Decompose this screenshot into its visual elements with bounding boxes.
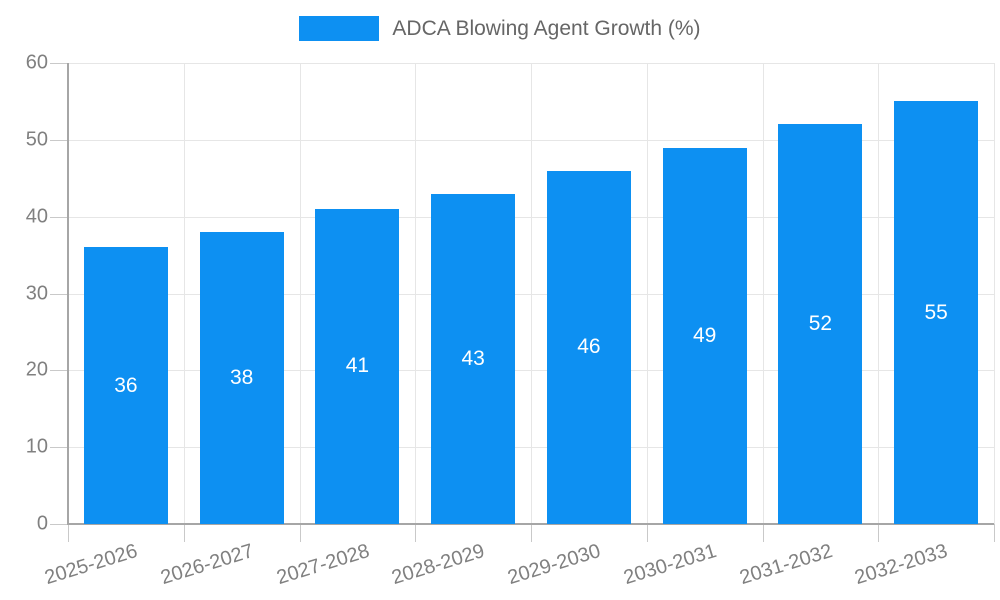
x-tick-label: 2029-2030	[505, 540, 604, 590]
y-tick-label: 10	[25, 435, 48, 458]
bar-value-label: 52	[808, 312, 833, 336]
x-tick	[299, 524, 301, 542]
x-gridline	[415, 63, 417, 524]
bar[interactable]	[83, 247, 168, 524]
y-tick	[50, 216, 68, 218]
bar-value-label: 49	[692, 323, 717, 347]
x-gridline	[531, 63, 532, 524]
x-gridline	[762, 63, 764, 524]
x-tick	[183, 524, 185, 542]
y-tick-label: 50	[25, 128, 48, 151]
y-axis-line	[67, 63, 69, 525]
bar[interactable]	[778, 124, 863, 524]
x-tick-label: 2032-2033	[852, 540, 951, 590]
y-tick	[50, 370, 68, 372]
x-tick-label: 2025-2026	[42, 540, 141, 590]
x-tick	[531, 524, 532, 542]
x-gridline	[183, 63, 185, 524]
x-axis-line	[67, 523, 994, 525]
x-tick	[68, 524, 69, 542]
y-tick	[50, 139, 68, 141]
y-tick-label: 0	[36, 512, 48, 535]
chart-legend[interactable]: ADCA Blowing Agent Growth (%)	[0, 16, 1000, 41]
x-tick	[994, 524, 995, 542]
x-tick-label: 2028-2029	[389, 540, 488, 590]
bar-value-label: 46	[577, 335, 601, 359]
x-tick-label: 2031-2032	[736, 540, 835, 590]
bar-value-label: 55	[924, 300, 948, 324]
x-tick	[415, 524, 417, 542]
y-tick	[50, 293, 68, 295]
bar[interactable]	[315, 208, 400, 524]
bar-value-label: 38	[229, 366, 254, 390]
y-tick	[50, 63, 68, 64]
y-tick-label: 60	[25, 51, 48, 74]
y-tick-label: 30	[25, 282, 48, 304]
x-tick-label: 2027-2028	[273, 540, 372, 590]
y-tick-label: 40	[25, 205, 48, 228]
x-tick	[762, 524, 764, 542]
bar-value-label: 36	[114, 373, 138, 397]
x-gridline	[878, 63, 880, 524]
x-tick-label: 2026-2027	[158, 540, 257, 590]
y-tick	[50, 524, 68, 525]
bar-value-label: 43	[461, 346, 485, 370]
bar[interactable]	[546, 170, 631, 524]
bar-value-label: 41	[345, 354, 370, 378]
x-gridline	[646, 63, 648, 524]
x-tick	[878, 524, 880, 542]
bar[interactable]	[431, 193, 516, 524]
bar[interactable]	[662, 147, 747, 524]
bar[interactable]	[894, 101, 979, 524]
x-gridline	[299, 63, 301, 524]
x-tick-label: 2030-2031	[621, 540, 720, 590]
x-tick	[646, 524, 648, 542]
y-tick	[50, 447, 68, 449]
x-gridline	[994, 63, 995, 524]
y-tick-label: 20	[25, 358, 48, 381]
legend-label: ADCA Blowing Agent Growth (%)	[392, 17, 701, 40]
legend-swatch-icon	[299, 16, 380, 41]
bar[interactable]	[199, 232, 284, 524]
